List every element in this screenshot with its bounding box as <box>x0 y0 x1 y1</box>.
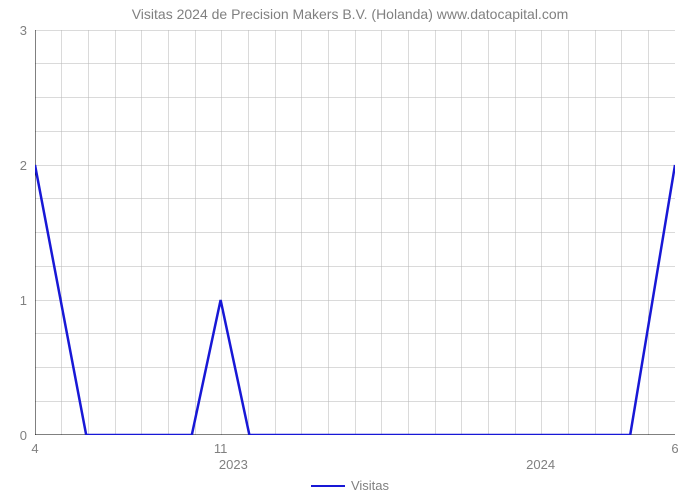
x-tick-label: 11 <box>214 441 228 456</box>
y-tick-label: 1 <box>0 293 27 308</box>
chart-container: Visitas 2024 de Precision Makers B.V. (H… <box>0 0 700 500</box>
legend-swatch <box>311 485 345 487</box>
chart-plot <box>35 30 675 435</box>
y-tick-label: 0 <box>0 428 27 443</box>
y-tick-label: 2 <box>0 158 27 173</box>
x-tick-label: 4 <box>31 441 38 456</box>
legend-label: Visitas <box>351 478 389 493</box>
x-category-label: 2023 <box>219 457 248 472</box>
x-category-label: 2024 <box>526 457 555 472</box>
y-tick-label: 3 <box>0 23 27 38</box>
chart-title: Visitas 2024 de Precision Makers B.V. (H… <box>0 6 700 22</box>
x-tick-label: 6 <box>671 441 678 456</box>
legend: Visitas <box>0 477 700 493</box>
